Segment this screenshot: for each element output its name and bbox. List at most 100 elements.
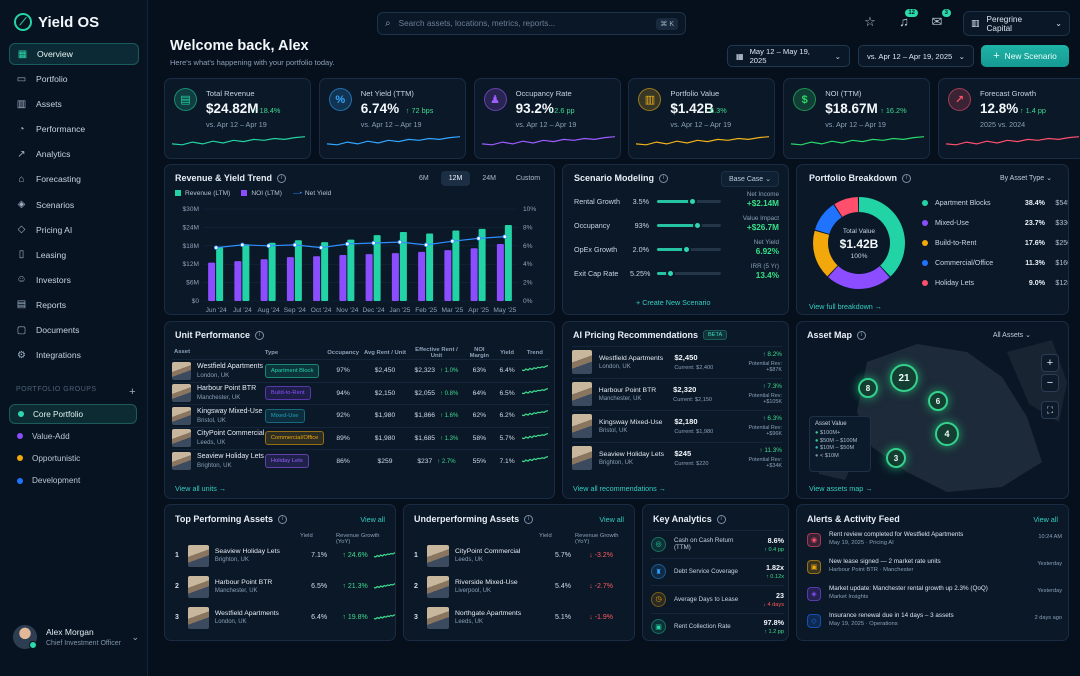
donut-slice[interactable]: [813, 230, 838, 277]
breakdown-legend-item[interactable]: Build-to-Rent 17.6% $250.1M: [922, 233, 1068, 252]
nav-item-overview[interactable]: ▦ Overview: [9, 43, 139, 65]
compare-picker[interactable]: vs. Apr 12 – Apr 19, 2025 ⌄: [858, 45, 974, 67]
range-12m[interactable]: 12M: [440, 171, 471, 186]
slider-handle[interactable]: [681, 244, 691, 254]
donut-slice[interactable]: [828, 265, 890, 289]
chevron-down-icon[interactable]: ⌄: [131, 631, 139, 642]
alerts-view-all-link[interactable]: View all: [1033, 515, 1058, 524]
table-row[interactable]: Harbour Point BTR Manchester, UK Build-to-…: [172, 381, 550, 405]
nav-item-performance[interactable]: ◔ Performance: [9, 118, 139, 140]
slider-track[interactable]: [657, 220, 721, 230]
group-core-portfolio[interactable]: Core Portfolio: [9, 404, 137, 424]
app-logo[interactable]: ⟋ Yield OS: [14, 13, 99, 31]
list-item[interactable]: 1 CityPoint Commercial Leeds, UK 5.7% ↓ -3.2…: [414, 540, 634, 571]
map-cluster-8[interactable]: 8: [858, 378, 878, 398]
slider-handle[interactable]: [692, 220, 702, 230]
info-icon[interactable]: i: [902, 173, 912, 183]
info-icon[interactable]: i: [659, 173, 669, 183]
kpi-card[interactable]: % Net Yield (TTM) 6.74% ↑ 72 bps vs. Apr 12 …: [318, 78, 466, 159]
slider-handle[interactable]: [665, 268, 675, 278]
fullscreen-button[interactable]: ⛶: [1041, 401, 1059, 419]
table-row[interactable]: CityPoint Commercial Leeds, UK Commercial/…: [172, 426, 550, 450]
view-all-units-link[interactable]: View all units →: [175, 484, 227, 493]
view-assets-map-link[interactable]: View assets map →: [809, 484, 873, 493]
nav-item-forecasting[interactable]: ⌂ Forecasting: [9, 168, 139, 190]
slider-handle[interactable]: [688, 196, 698, 206]
info-icon[interactable]: i: [277, 173, 287, 183]
alert-item[interactable]: ▣ New lease signed — 2 market rate units H…: [807, 558, 1062, 583]
breakdown-legend-item[interactable]: Mixed-Use 23.7% $336.1M: [922, 213, 1068, 232]
scenario-mode-select[interactable]: Base Case ⌄: [720, 171, 779, 187]
new-scenario-button[interactable]: + New Scenario: [981, 45, 1069, 67]
breakdown-filter[interactable]: By Asset Type ⌄: [999, 175, 1052, 182]
recommendation-row[interactable]: Kingsway Mixed-Use Bristol, UK $2,180 Curre…: [572, 410, 782, 441]
kpi-card[interactable]: ↗ Forecast Growth 12.8% ↑ 1.4 pp 2025 vs. 20…: [938, 78, 1080, 159]
breakdown-legend-item[interactable]: Holiday Lets 9.0% $128.4M: [922, 273, 1068, 292]
donut-slice[interactable]: [834, 197, 859, 217]
list-item[interactable]: 3 Northgate Apartments Leeds, UK 5.1% ↓ -1.9…: [414, 602, 634, 633]
date-range-picker[interactable]: ▦ May 12 – May 19, 2025 ⌄: [727, 45, 850, 67]
zoom-out-button[interactable]: −: [1041, 374, 1059, 392]
info-icon[interactable]: i: [857, 330, 867, 340]
info-icon[interactable]: i: [255, 330, 265, 340]
table-row[interactable]: Westfield Apartments London, UK Apartment …: [172, 359, 550, 382]
table-row[interactable]: Kingsway Mixed-Use Bristol, UK Mixed-Use 92…: [172, 404, 550, 427]
map-filter[interactable]: All Assets ⌄: [992, 332, 1031, 339]
create-scenario-link[interactable]: + Create New Scenario: [636, 298, 711, 307]
donut-slice[interactable]: [814, 204, 842, 234]
nav-item-integrations[interactable]: ⚙ Integrations: [9, 344, 139, 366]
list-item[interactable]: 3 Westfield Apartments London, UK 6.4% ↑ 19.…: [175, 602, 395, 633]
nav-item-portfolio[interactable]: ▭ Portfolio: [9, 68, 139, 90]
list-item[interactable]: 2 Riverside Mixed-Use Liverpool, UK 5.4% ↓ -…: [414, 571, 634, 602]
map-cluster-4[interactable]: 4: [935, 422, 959, 446]
nav-item-assets[interactable]: ▥ Assets: [9, 93, 139, 115]
alert-item[interactable]: ◉ Rent review completed for Westfield Apa…: [807, 531, 1062, 556]
nav-item-scenarios[interactable]: ◈ Scenarios: [9, 194, 139, 216]
star-icon[interactable]: ☆: [864, 14, 876, 29]
top-view-all-link[interactable]: View all: [360, 515, 385, 524]
nav-item-leasing[interactable]: ▯ Leasing: [9, 244, 139, 266]
range-24m[interactable]: 24M: [482, 175, 496, 182]
alert-item[interactable]: ◈ Market update: Manchester rental growth…: [807, 585, 1062, 610]
range-custom[interactable]: Custom: [515, 175, 541, 182]
map-cluster-3[interactable]: 3: [886, 448, 906, 468]
nav-item-documents[interactable]: ▢ Documents: [9, 319, 139, 341]
table-row[interactable]: Seaview Holiday Lets Brighton, UK Holiday …: [172, 449, 550, 472]
kpi-card[interactable]: $ NOI (TTM) $18.67M ↑ 16.2% vs. Apr 12 – Apr…: [783, 78, 931, 159]
map-cluster-21[interactable]: 21: [890, 364, 918, 392]
view-all-recommendations-link[interactable]: View all recommendations →: [573, 484, 666, 493]
recommendation-row[interactable]: Seaview Holiday Lets Brighton, UK $245 Curr…: [572, 442, 782, 473]
breakdown-legend-item[interactable]: Commercial/Office 11.3% $160.4M: [922, 253, 1068, 272]
kpi-card[interactable]: ▥ Portfolio Value $1.42B ↑ 6.3% vs. Apr 12 –…: [628, 78, 776, 159]
recommendation-row[interactable]: Westfield Apartments London, UK $2,450 Curr…: [572, 346, 782, 377]
info-icon[interactable]: i: [716, 514, 726, 524]
list-item[interactable]: 1 Seaview Holiday Lets Brighton, UK 7.1% ↑ 2…: [175, 540, 395, 571]
range-6m[interactable]: 6M: [419, 175, 429, 182]
nav-item-investors[interactable]: ☺ Investors: [9, 269, 139, 291]
nav-item-analytics[interactable]: ↗ Analytics: [9, 143, 139, 165]
kpi-card[interactable]: ▤ Total Revenue $24.82M ↑ 18.4% vs. Apr 12 –…: [164, 78, 311, 159]
user-profile[interactable]: Alex Morgan Chief Investment Officer ⌄: [13, 625, 139, 649]
view-full-breakdown-link[interactable]: View full breakdown →: [809, 302, 882, 311]
slider-track[interactable]: [657, 196, 721, 206]
zoom-in-button[interactable]: +: [1041, 354, 1059, 372]
donut-slice[interactable]: [859, 197, 905, 277]
group-value-add[interactable]: Value-Add: [9, 426, 137, 446]
search-bar[interactable]: ⌕ Search assets, locations, metrics, rep…: [377, 12, 686, 35]
bell-icon[interactable]: ♫ 12: [896, 9, 918, 30]
mail-icon[interactable]: ✉ 3: [929, 9, 951, 30]
breakdown-legend-item[interactable]: Apartment Blocks 38.4% $545.8M: [922, 193, 1068, 212]
info-icon[interactable]: i: [278, 514, 288, 524]
list-item[interactable]: 2 Harbour Point BTR Manchester, UK 6.5% ↑ 21…: [175, 571, 395, 602]
workspace-switcher[interactable]: ▥ Peregrine Capital ⌄: [963, 11, 1070, 36]
slider-track[interactable]: [657, 244, 721, 254]
group-development[interactable]: Development: [9, 471, 137, 491]
group-opportunistic[interactable]: Opportunistic: [9, 448, 137, 468]
info-icon[interactable]: i: [524, 514, 534, 524]
nav-item-pricing-ai[interactable]: ◇ Pricing AI: [9, 219, 139, 241]
nav-item-reports[interactable]: ▤ Reports: [9, 294, 139, 316]
under-view-all-link[interactable]: View all: [599, 515, 624, 524]
alert-item[interactable]: ◇ Insurance renewal due in 14 days – 3 as…: [807, 612, 1062, 637]
slider-track[interactable]: [657, 268, 721, 278]
kpi-card[interactable]: ♟ Occupancy Rate 93.2% ↑ 2.6 pp vs. Apr 12 –…: [473, 78, 621, 159]
